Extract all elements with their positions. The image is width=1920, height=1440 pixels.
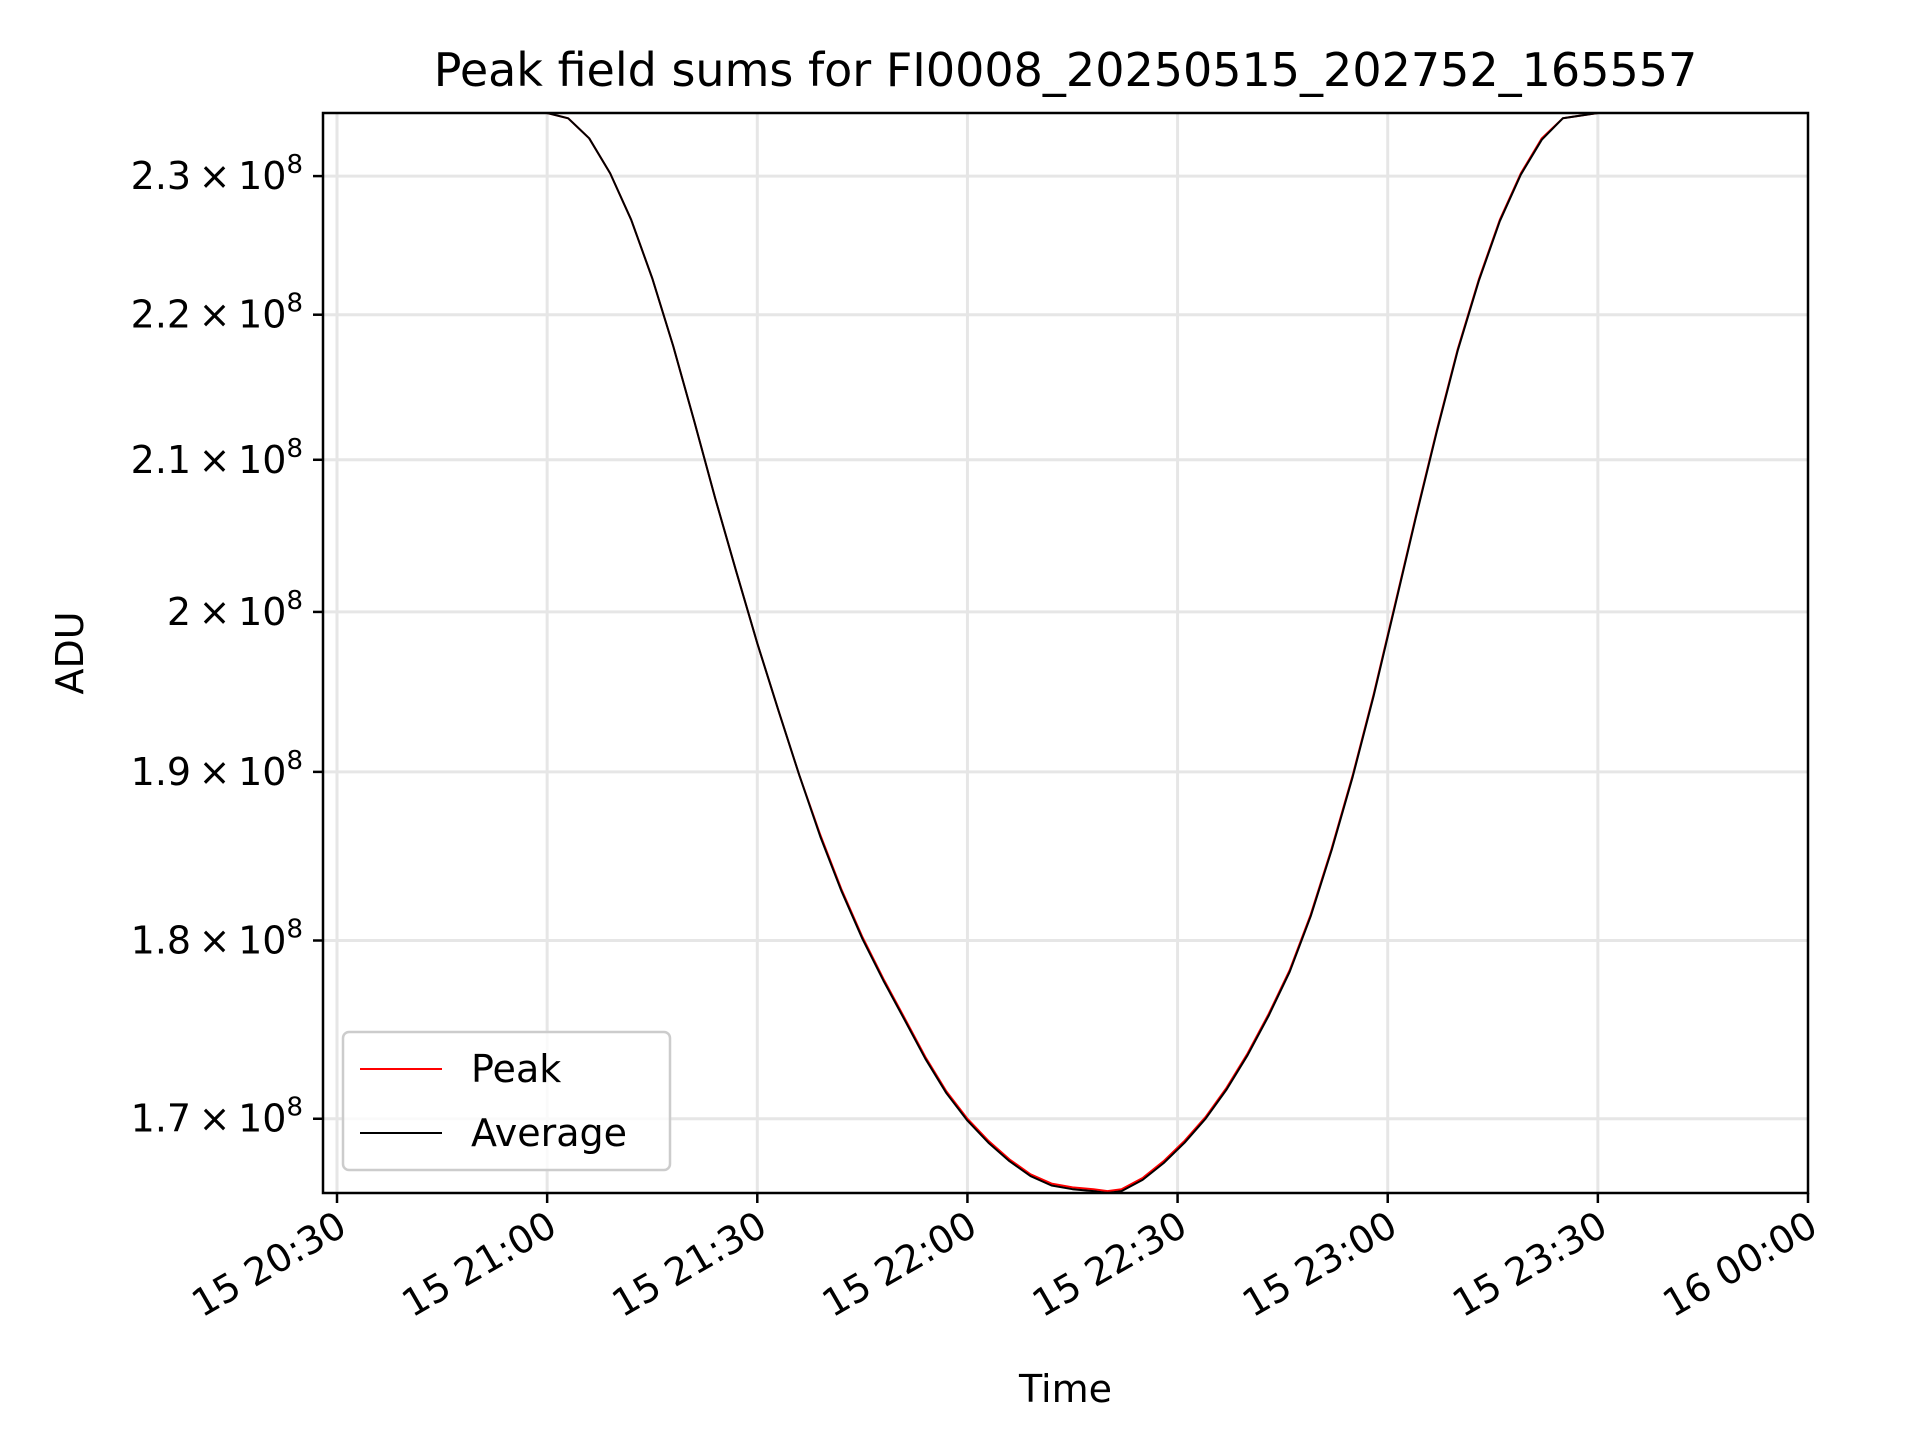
legend: Peak Average [341, 1030, 672, 1172]
y-tick-label: 2.3 × 108 [131, 150, 303, 198]
legend-box [341, 1030, 672, 1172]
series-layer [477, 112, 1599, 1194]
y-tick-label: 1.8 × 108 [131, 914, 303, 962]
y-tick-label: 1.9 × 108 [131, 746, 303, 794]
x-axis-label: Time [1018, 1367, 1112, 1411]
y-tick-label: 2.2 × 108 [131, 289, 303, 337]
chart-title: Peak field sums for FI0008_20250515_2027… [434, 43, 1698, 97]
legend-label-peak: Peak [471, 1047, 561, 1091]
series-line-average [477, 112, 1599, 1194]
plot-frame [321, 111, 1810, 1195]
y-axis-label: ADU [48, 611, 92, 694]
y-tick-label: 2 × 108 [167, 586, 303, 634]
legend-label-average: Average [471, 1111, 627, 1155]
y-tick-label: 2.1 × 108 [131, 434, 303, 482]
y-tick-label: 1.7 × 108 [131, 1093, 303, 1141]
